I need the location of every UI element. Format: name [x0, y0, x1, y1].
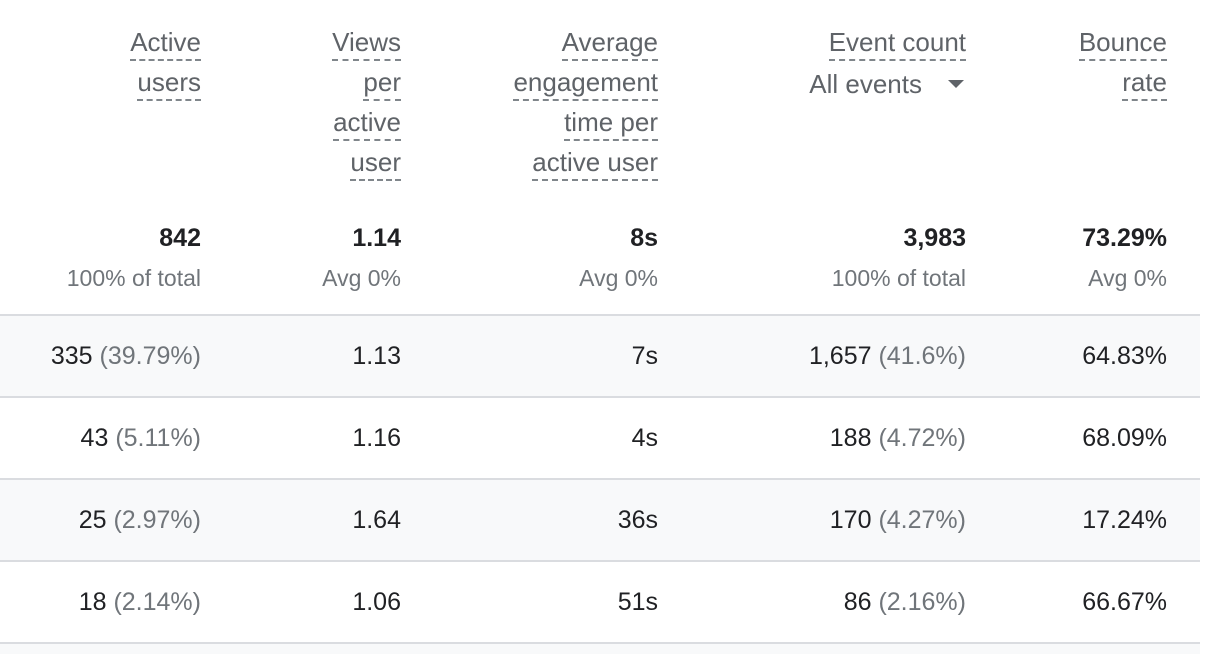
event-filter-dropdown[interactable]: All events: [809, 62, 966, 106]
total-avg-engagement-time: 8s Avg 0%: [579, 224, 658, 291]
column-header-event-count[interactable]: Event count All events: [809, 22, 966, 106]
cell-active-users: 335 (39.79%): [50, 342, 201, 370]
total-active-users: 842 100% of total: [66, 224, 201, 291]
column-header-average-engagement-time[interactable]: Average engagement time per active user: [513, 22, 658, 182]
cell-active-users: 43 (5.11%): [80, 424, 201, 452]
cell-event-count: 1,657 (41.6%): [808, 342, 966, 370]
cell-active-users: 18 (2.14%): [78, 588, 201, 616]
table-row[interactable]: 335 (39.79%) 1.13 7s 1,657 (41.6%) 64.83…: [0, 314, 1200, 396]
table-body: 335 (39.79%) 1.13 7s 1,657 (41.6%) 64.83…: [0, 314, 1200, 654]
cell-event-count: 86 (2.16%): [843, 588, 966, 616]
table-row-partial: [0, 642, 1200, 654]
table-row[interactable]: 43 (5.11%) 1.16 4s 188 (4.72%) 68.09%: [0, 396, 1200, 478]
table-row[interactable]: 18 (2.14%) 1.06 51s 86 (2.16%) 66.67%: [0, 560, 1200, 642]
event-filter-selected: All events: [809, 68, 922, 99]
caret-down-icon[interactable]: [948, 80, 964, 88]
cell-views-per-active-user: 1.06: [352, 588, 401, 616]
cell-views-per-active-user: 1.13: [352, 342, 401, 370]
cell-avg-engagement-time: 51s: [617, 588, 658, 616]
cell-active-users: 25 (2.97%): [78, 506, 201, 534]
cell-bounce-rate: 66.67%: [1082, 588, 1167, 616]
total-event-count: 3,983 100% of total: [831, 224, 966, 291]
column-header-bounce-rate[interactable]: Bounce rate: [1078, 22, 1167, 102]
column-header-active-users[interactable]: Active users: [130, 22, 201, 102]
totals-row: 842 100% of total 1.14 Avg 0% 8s Avg 0% …: [0, 218, 1200, 314]
cell-views-per-active-user: 1.64: [352, 506, 401, 534]
cell-event-count: 170 (4.27%): [829, 506, 966, 534]
cell-views-per-active-user: 1.16: [352, 424, 401, 452]
total-bounce-rate: 73.29% Avg 0%: [1082, 224, 1167, 291]
cell-bounce-rate: 64.83%: [1082, 342, 1167, 370]
table-header: Active users Views per active user Avera…: [0, 0, 1200, 200]
total-views-per-active-user: 1.14 Avg 0%: [322, 224, 401, 291]
cell-bounce-rate: 17.24%: [1082, 506, 1167, 534]
cell-bounce-rate: 68.09%: [1082, 424, 1167, 452]
cell-avg-engagement-time: 36s: [617, 506, 658, 534]
table-row[interactable]: 25 (2.97%) 1.64 36s 170 (4.27%) 17.24%: [0, 478, 1200, 560]
cell-avg-engagement-time: 4s: [631, 424, 658, 452]
cell-event-count: 188 (4.72%): [829, 424, 966, 452]
column-header-views-per-active-user[interactable]: Views per active user: [332, 22, 401, 182]
cell-avg-engagement-time: 7s: [631, 342, 658, 370]
